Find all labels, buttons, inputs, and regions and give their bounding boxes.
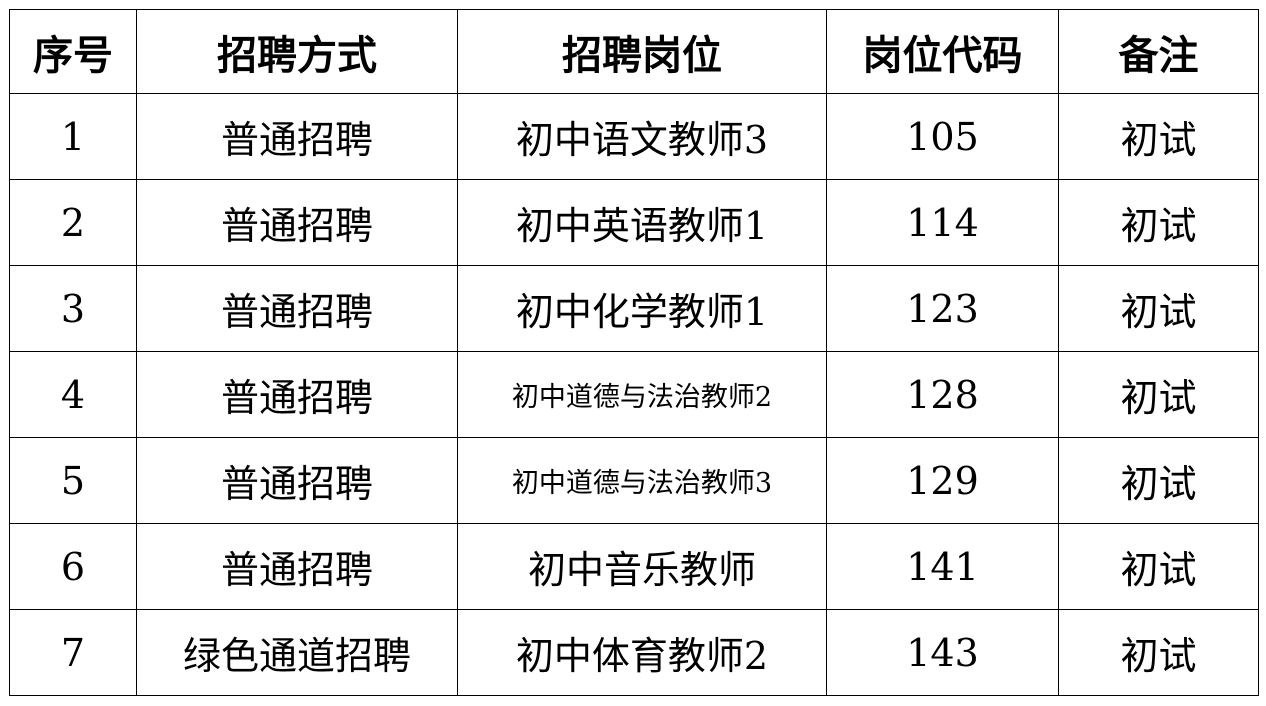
cell-col-method: 普通招聘 xyxy=(136,265,458,352)
cell-col-remark: 初试 xyxy=(1058,265,1259,352)
cell-col-method: 普通招聘 xyxy=(136,351,458,438)
table-row: 3 普通招聘 初中化学教师1 123 初试 xyxy=(9,265,1259,352)
cell-col-method: 普通招聘 xyxy=(136,179,458,266)
cell-col-code: 143 xyxy=(826,609,1059,696)
table-row: 5 普通招聘 初中道德与法治教师3 129 初试 xyxy=(9,437,1259,524)
cell-col-method: 绿色通道招聘 xyxy=(136,609,458,696)
table-row: 4 普通招聘 初中道德与法治教师2 128 初试 xyxy=(9,351,1259,438)
cell-col-index: 3 xyxy=(9,265,137,352)
header-col-remark: 备注 xyxy=(1058,9,1259,94)
cell-col-remark: 初试 xyxy=(1058,93,1259,180)
cell-col-position: 初中音乐教师 xyxy=(457,523,827,610)
cell-col-code: 105 xyxy=(826,93,1059,180)
cell-col-index: 2 xyxy=(9,179,137,266)
cell-col-code: 123 xyxy=(826,265,1059,352)
cell-col-index: 1 xyxy=(9,93,137,180)
cell-col-position: 初中化学教师1 xyxy=(457,265,827,352)
cell-col-code: 114 xyxy=(826,179,1059,266)
cell-col-remark: 初试 xyxy=(1058,179,1259,266)
cell-col-index: 4 xyxy=(9,351,137,438)
cell-col-position: 初中体育教师2 xyxy=(457,609,827,696)
header-col-index: 序号 xyxy=(9,9,137,94)
table-row: 1 普通招聘 初中语文教师3 105 初试 xyxy=(9,93,1259,180)
cell-col-code: 129 xyxy=(826,437,1059,524)
cell-col-position: 初中道德与法治教师3 xyxy=(457,437,827,524)
cell-col-remark: 初试 xyxy=(1058,351,1259,438)
cell-col-index: 6 xyxy=(9,523,137,610)
header-col-method: 招聘方式 xyxy=(136,9,458,94)
header-row: 序号 招聘方式 招聘岗位 岗位代码 备注 xyxy=(9,9,1259,94)
header-col-code: 岗位代码 xyxy=(826,9,1059,94)
cell-col-remark: 初试 xyxy=(1058,523,1259,610)
cell-col-index: 5 xyxy=(9,437,137,524)
table-row: 6 普通招聘 初中音乐教师 141 初试 xyxy=(9,523,1259,610)
cell-col-index: 7 xyxy=(9,609,137,696)
table-row: 7 绿色通道招聘 初中体育教师2 143 初试 xyxy=(9,609,1259,696)
header-col-position: 招聘岗位 xyxy=(457,9,827,94)
cell-col-code: 141 xyxy=(826,523,1059,610)
cell-col-remark: 初试 xyxy=(1058,437,1259,524)
cell-col-method: 普通招聘 xyxy=(136,437,458,524)
cell-col-code: 128 xyxy=(826,351,1059,438)
recruitment-table: 序号 招聘方式 招聘岗位 岗位代码 备注 1 普通招聘 初中语文教师3 105 初试 2 普通招聘初… xyxy=(9,9,1259,696)
cell-col-position: 初中英语教师1 xyxy=(457,179,827,266)
table-row: 2 普通招聘 初中英语教师1 114 初试 xyxy=(9,179,1259,266)
cell-col-position: 初中道德与法治教师2 xyxy=(457,351,827,438)
cell-col-remark: 初试 xyxy=(1058,609,1259,696)
cell-col-method: 普通招聘 xyxy=(136,93,458,180)
cell-col-method: 普通招聘 xyxy=(136,523,458,610)
cell-col-position: 初中语文教师3 xyxy=(457,93,827,180)
